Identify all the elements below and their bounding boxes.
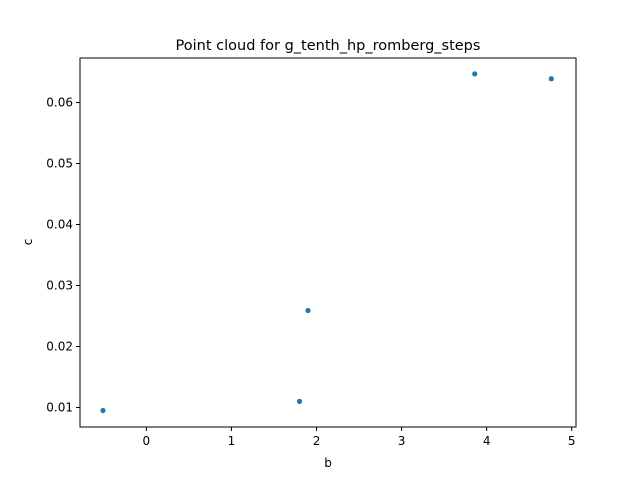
- data-point: [296, 398, 303, 404]
- x-axis-label: b: [324, 456, 332, 470]
- y-tick-label: 0.05: [46, 157, 73, 171]
- y-axis-label: c: [21, 239, 35, 246]
- y-axis-ticks: 0.01 0.02 0.03 0.04 0.05 0.06: [46, 96, 80, 414]
- data-points: [100, 71, 554, 414]
- y-tick-label: 0.01: [46, 400, 73, 414]
- x-tick-label: 0: [143, 434, 151, 448]
- chart-title: Point cloud for g_tenth_hp_romberg_steps: [176, 38, 481, 54]
- data-point: [100, 407, 106, 414]
- x-tick-label: 5: [568, 434, 576, 448]
- data-point: [305, 307, 311, 314]
- y-tick-label: 0.03: [46, 278, 73, 292]
- y-tick-label: 0.02: [46, 339, 73, 353]
- x-tick-label: 2: [313, 434, 321, 448]
- plot-frame: [79, 57, 577, 428]
- x-tick-label: 1: [228, 434, 236, 448]
- y-tick-label: 0.06: [46, 96, 73, 110]
- x-tick-label: 3: [398, 434, 406, 448]
- x-tick-label: 4: [483, 434, 491, 448]
- data-point: [472, 71, 478, 77]
- y-tick-label: 0.04: [46, 218, 73, 232]
- x-axis-ticks: 0 1 2 3 4 5: [143, 427, 576, 448]
- data-point: [548, 76, 554, 82]
